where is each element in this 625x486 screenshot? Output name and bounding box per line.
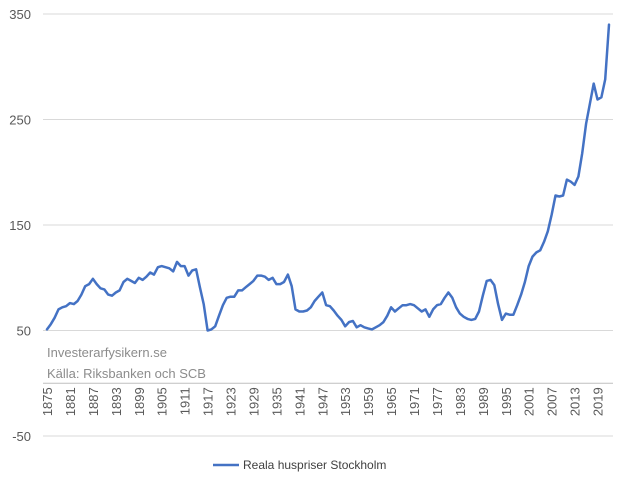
x-tick-label: 2007: [545, 387, 560, 416]
y-axis-ticks: 350 250 150 50 -50: [9, 7, 31, 444]
x-tick-label: 1893: [109, 387, 124, 416]
x-tick-label: 1917: [201, 387, 216, 416]
x-tick-label: 1881: [63, 387, 78, 416]
x-tick-label: 2013: [568, 387, 583, 416]
x-tick-label: 1875: [40, 387, 55, 416]
x-tick-label: 1965: [384, 387, 399, 416]
x-tick-label: 1911: [178, 387, 193, 415]
x-axis-ticks: 1875 1881 1887 1893 1899 1905 1911 1917 1923 1929…: [40, 387, 606, 416]
x-tick-label: 1923: [224, 387, 239, 416]
x-tick-label: 1929: [246, 387, 261, 416]
y-tick-label: -50: [12, 429, 31, 444]
legend-label: Reala huspriser Stockholm: [243, 458, 386, 472]
annotation-source: Källa: Riksbanken och SCB: [47, 366, 206, 381]
x-tick-label: 1947: [315, 387, 330, 416]
series-line-stockholm: [45, 23, 611, 332]
x-tick-label: 2019: [591, 387, 606, 416]
x-tick-label: 1989: [476, 387, 491, 416]
x-tick-label: 1887: [86, 387, 101, 416]
x-tick-label: 2001: [522, 387, 537, 416]
legend: Reala huspriser Stockholm: [213, 458, 386, 472]
series-group: [45, 23, 611, 332]
annotation-website: Investerarfysikern.se: [47, 345, 167, 360]
gridlines: [43, 13, 613, 437]
x-tick-label: 1995: [499, 387, 514, 416]
x-tick-label: 1953: [338, 387, 353, 416]
x-tick-label: 1941: [292, 387, 307, 416]
x-tick-label: 1899: [132, 387, 147, 416]
x-tick-label: 1977: [430, 387, 445, 416]
y-tick-label: 250: [9, 113, 31, 128]
x-tick-label: 1971: [407, 387, 422, 416]
x-tick-label: 1983: [453, 387, 468, 416]
y-tick-label: 150: [9, 218, 31, 233]
y-tick-label: 50: [17, 324, 31, 339]
x-tick-label: 1905: [155, 387, 170, 416]
x-tick-label: 1935: [269, 387, 284, 416]
y-tick-label: 350: [9, 7, 31, 22]
x-tick-label: 1959: [361, 387, 376, 416]
